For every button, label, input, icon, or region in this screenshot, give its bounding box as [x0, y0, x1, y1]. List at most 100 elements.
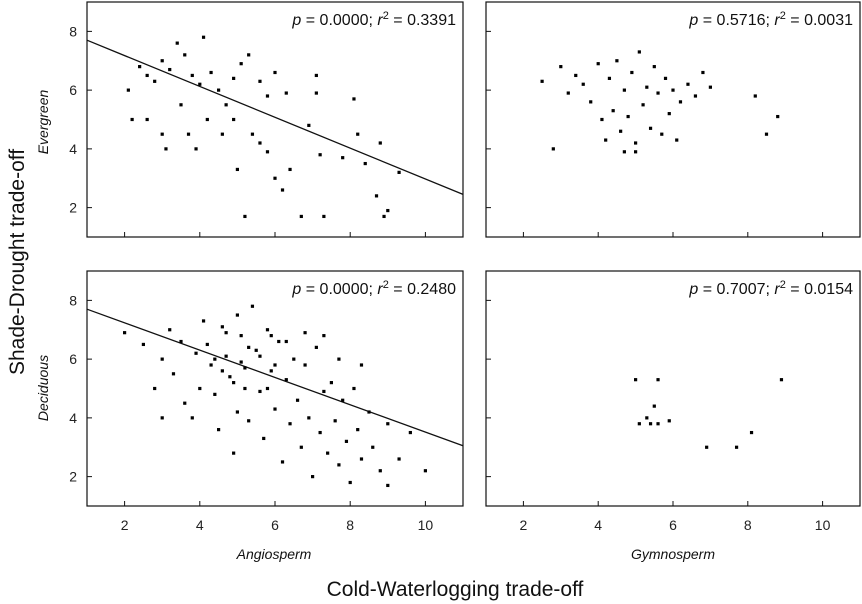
data-point — [371, 445, 375, 449]
column-label-gymnosperm: Gymnosperm — [631, 546, 715, 562]
column-label-angiosperm: Angiosperm — [236, 546, 312, 562]
data-point — [205, 117, 209, 122]
data-point — [258, 389, 262, 394]
data-point — [660, 132, 664, 136]
data-point — [247, 419, 251, 423]
data-point — [243, 386, 247, 391]
data-point — [337, 357, 341, 361]
data-point — [284, 91, 288, 95]
data-point — [247, 345, 251, 349]
data-point — [311, 475, 315, 479]
data-point — [194, 351, 198, 355]
y-tick-label: 8 — [69, 292, 77, 308]
data-point — [423, 469, 427, 473]
data-point — [262, 436, 266, 441]
data-point — [382, 214, 386, 219]
deciduous-gymnosperm-panel: 2 4 6 8 10 p = 0.7007; r2 = 0.0154 — [485, 270, 861, 533]
data-point — [386, 483, 390, 488]
data-point — [175, 41, 179, 45]
data-point — [141, 342, 145, 347]
data-point — [228, 375, 232, 379]
data-point — [198, 386, 202, 391]
data-point — [201, 35, 206, 39]
x-axis-title: Cold-Waterlogging trade-off — [327, 578, 584, 601]
data-point — [356, 428, 360, 432]
x-tick-label: 8 — [744, 517, 752, 533]
data-point — [153, 386, 157, 391]
data-point — [634, 141, 638, 145]
data-point — [604, 138, 608, 142]
data-point — [265, 328, 270, 332]
data-point — [581, 82, 585, 86]
data-point — [589, 100, 593, 104]
y-tick-label: 4 — [69, 141, 77, 157]
data-point — [269, 334, 273, 338]
y-tick-label: 6 — [69, 82, 77, 98]
data-point — [258, 141, 262, 145]
data-point — [235, 410, 239, 414]
evergreen-angiosperm-panel: 2 4 6 8 p = 0.0000; r2 = 0.3391 — [69, 1, 464, 238]
data-point — [397, 170, 401, 174]
data-point — [378, 141, 382, 145]
data-point — [701, 70, 705, 75]
statistics-label: p = 0.7007; r2 = 0.0154 — [688, 279, 853, 298]
data-point — [600, 117, 604, 122]
data-point — [607, 76, 612, 80]
data-point — [160, 59, 164, 63]
data-point — [352, 97, 356, 101]
data-point — [186, 132, 191, 136]
data-point — [288, 167, 292, 172]
data-point — [232, 381, 236, 385]
row-label-evergreen: Evergreen — [35, 89, 51, 154]
data-point — [126, 88, 130, 92]
data-point — [374, 194, 379, 198]
data-point — [322, 334, 326, 338]
data-point — [574, 73, 578, 78]
data-point — [307, 416, 311, 420]
x-tick-label: 2 — [121, 517, 129, 533]
data-point — [160, 132, 164, 136]
data-point — [559, 65, 563, 69]
x-tick-label: 2 — [520, 517, 528, 533]
data-point — [645, 85, 649, 89]
data-point — [352, 386, 356, 391]
data-point — [634, 150, 638, 154]
data-point — [322, 214, 326, 219]
data-point — [168, 67, 172, 72]
data-point — [250, 304, 255, 308]
data-point — [356, 132, 360, 136]
data-point — [224, 103, 228, 107]
data-point — [566, 91, 570, 95]
data-point — [344, 439, 349, 443]
data-point — [341, 156, 345, 160]
data-point — [269, 369, 273, 373]
data-point — [145, 73, 149, 78]
data-point — [648, 126, 653, 130]
data-point — [217, 88, 221, 92]
data-point — [284, 339, 288, 344]
data-point — [292, 357, 296, 361]
data-point — [171, 372, 176, 376]
data-point — [540, 79, 544, 83]
data-point — [397, 457, 401, 461]
data-point — [247, 53, 251, 57]
data-point — [235, 313, 239, 317]
data-point — [652, 404, 656, 408]
statistics-label: p = 0.0000; r2 = 0.3391 — [291, 10, 456, 29]
data-point — [671, 88, 675, 92]
data-point — [622, 150, 626, 154]
data-point — [220, 369, 224, 373]
data-point — [386, 422, 390, 426]
data-point — [164, 147, 168, 151]
data-point — [273, 363, 277, 367]
data-point — [333, 419, 337, 423]
data-point — [273, 407, 277, 411]
data-point — [359, 363, 364, 367]
data-point — [198, 82, 202, 86]
y-tick-label: 6 — [69, 351, 77, 367]
plot-frame — [86, 270, 464, 507]
plot-frame — [485, 270, 861, 507]
data-point — [303, 331, 307, 335]
data-point — [160, 416, 164, 420]
